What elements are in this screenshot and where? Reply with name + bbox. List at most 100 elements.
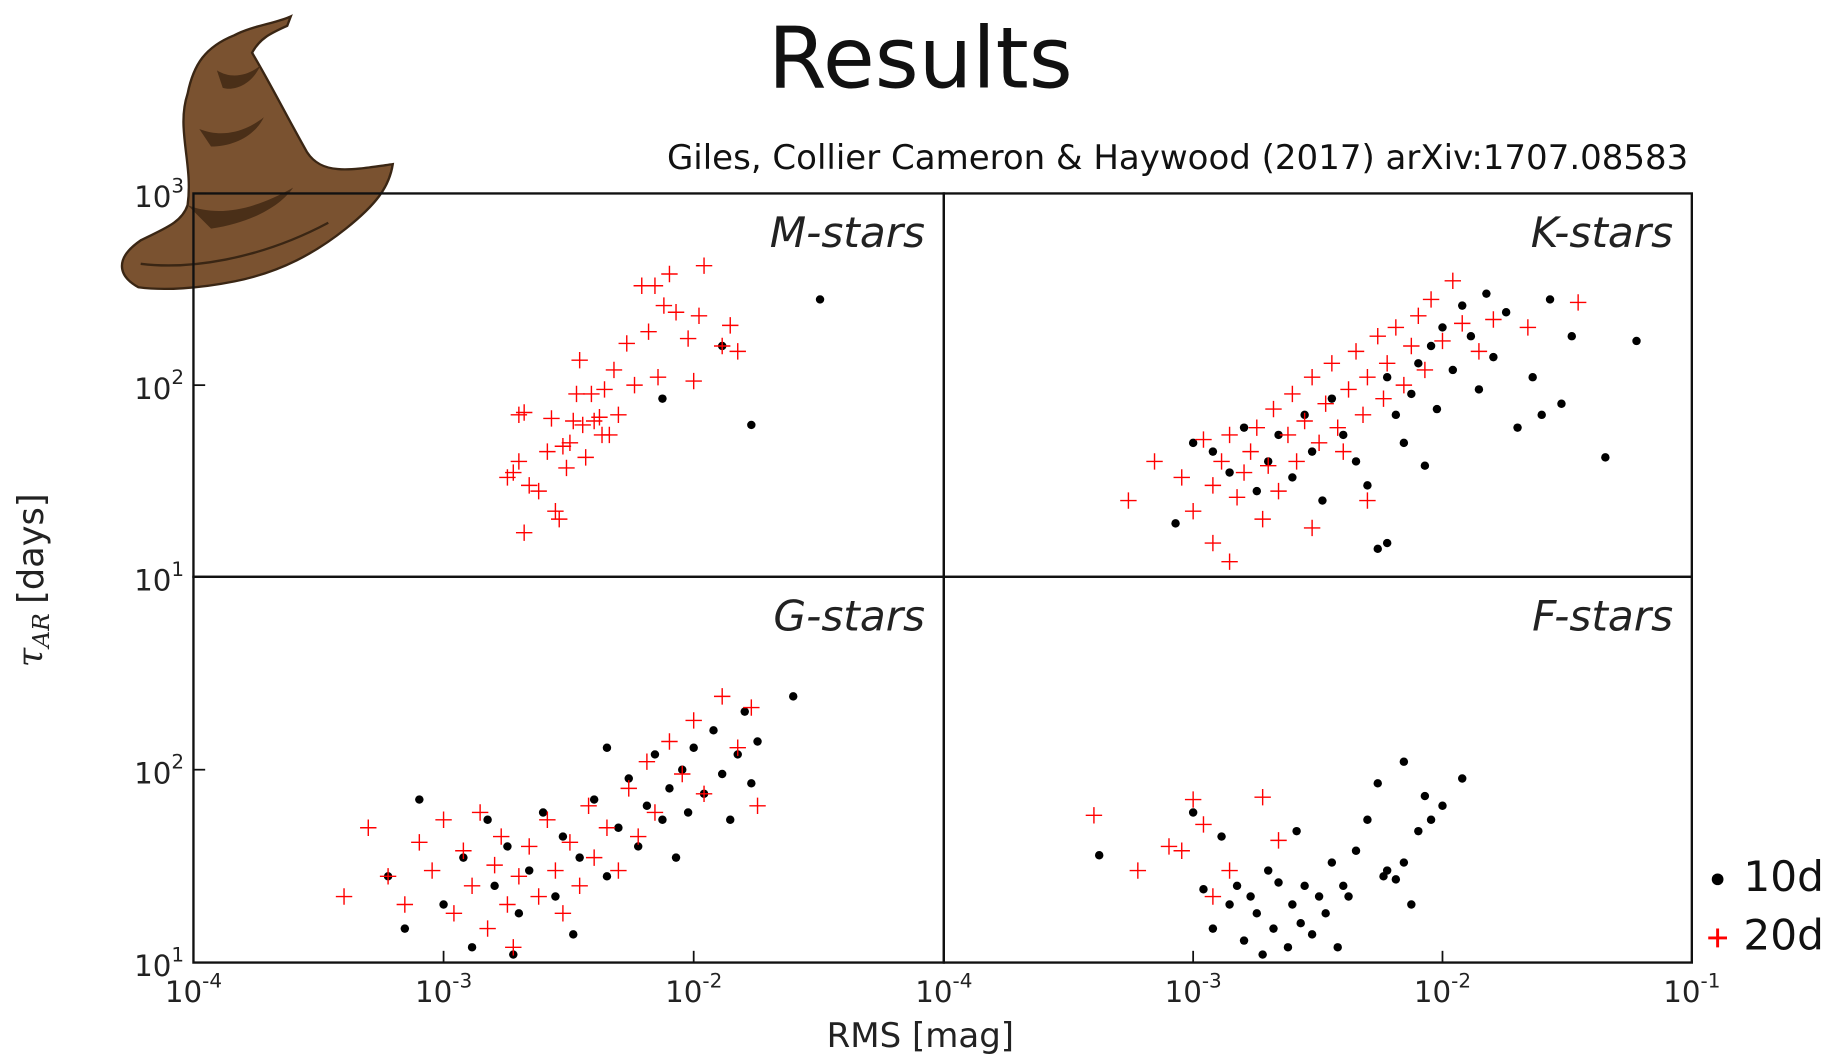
data-point bbox=[598, 819, 616, 836]
data-point bbox=[1454, 315, 1471, 332]
data-point bbox=[583, 385, 600, 403]
data-point bbox=[510, 868, 528, 885]
data-point bbox=[1310, 434, 1328, 452]
data-point bbox=[1470, 343, 1488, 360]
y-tick-label: 101 bbox=[134, 943, 184, 983]
data-point bbox=[515, 524, 533, 541]
data-point bbox=[1307, 447, 1317, 456]
data-point bbox=[1420, 791, 1430, 801]
panel-title: F-stars bbox=[1532, 592, 1673, 641]
data-point bbox=[1426, 341, 1436, 351]
panel-frame bbox=[942, 575, 1693, 964]
data-point bbox=[1363, 815, 1372, 824]
data-point bbox=[1323, 355, 1341, 372]
data-point bbox=[575, 853, 584, 862]
data-point bbox=[658, 815, 667, 824]
data-point bbox=[1444, 272, 1462, 290]
data-point bbox=[610, 406, 627, 424]
data-point bbox=[1248, 419, 1265, 436]
data-point bbox=[1414, 826, 1423, 836]
data-point bbox=[1232, 881, 1242, 891]
data-point bbox=[1204, 888, 1222, 905]
data-point bbox=[1458, 301, 1467, 310]
x-tick-label: 10-4 bbox=[915, 969, 972, 1009]
data-point bbox=[646, 804, 664, 821]
data-point bbox=[740, 707, 749, 716]
x-tick-label: 10-3 bbox=[415, 969, 472, 1009]
data-point bbox=[1242, 443, 1259, 460]
data-point bbox=[695, 785, 713, 802]
data-point bbox=[753, 737, 762, 746]
data-point bbox=[1199, 885, 1208, 894]
data-point bbox=[601, 426, 618, 444]
data-point bbox=[1288, 900, 1297, 909]
data-point bbox=[1246, 892, 1255, 901]
data-point bbox=[1569, 294, 1587, 311]
data-point bbox=[667, 304, 685, 321]
data-point bbox=[490, 881, 499, 891]
data-point bbox=[539, 443, 556, 460]
data-point bbox=[1407, 389, 1416, 399]
data-point bbox=[747, 420, 756, 430]
data-point bbox=[558, 459, 575, 477]
data-point bbox=[435, 811, 452, 828]
data-point bbox=[1414, 359, 1423, 368]
data-point bbox=[713, 688, 731, 705]
data-point bbox=[1173, 469, 1190, 486]
data-point bbox=[1363, 481, 1372, 490]
y-tick-label: 102 bbox=[134, 366, 184, 406]
y-tick-label: 102 bbox=[134, 750, 184, 790]
data-point bbox=[1225, 468, 1234, 477]
data-point bbox=[577, 449, 594, 466]
data-point bbox=[1314, 892, 1324, 901]
data-point bbox=[423, 862, 441, 879]
data-point bbox=[396, 896, 414, 913]
x-tick-label: 10-2 bbox=[665, 969, 722, 1009]
data-point bbox=[503, 842, 512, 851]
data-point bbox=[1146, 453, 1163, 470]
data-point bbox=[1303, 368, 1321, 386]
data-point bbox=[620, 780, 637, 797]
x-tick-label: 10-3 bbox=[1165, 969, 1222, 1009]
data-point bbox=[1288, 453, 1305, 470]
data-point bbox=[554, 905, 572, 922]
data-point bbox=[551, 510, 568, 528]
x-tick-label: 10-4 bbox=[165, 969, 222, 1009]
data-point bbox=[1296, 918, 1305, 928]
data-point bbox=[547, 502, 564, 520]
data-point bbox=[674, 765, 691, 783]
data-point bbox=[655, 297, 673, 314]
data-point bbox=[1474, 385, 1484, 394]
x-axis-label: RMS [mag] bbox=[827, 1016, 1014, 1056]
data-point bbox=[335, 888, 353, 905]
data-point bbox=[743, 699, 760, 716]
data-point bbox=[530, 482, 547, 500]
data-point bbox=[690, 307, 708, 325]
data-point bbox=[1269, 924, 1278, 933]
data-point bbox=[1359, 492, 1376, 509]
data-point bbox=[1221, 862, 1238, 879]
data-point bbox=[524, 866, 534, 875]
data-point bbox=[1270, 832, 1287, 849]
data-point bbox=[1327, 394, 1337, 403]
data-point bbox=[1296, 412, 1313, 430]
data-point bbox=[571, 877, 588, 895]
data-point bbox=[633, 842, 643, 851]
data-point bbox=[642, 801, 652, 810]
data-point bbox=[689, 743, 698, 752]
data-point bbox=[1528, 372, 1537, 382]
data-point bbox=[1359, 368, 1376, 386]
data-point bbox=[1373, 544, 1382, 554]
data-point bbox=[1204, 477, 1222, 494]
data-point bbox=[1208, 447, 1218, 456]
data-point bbox=[685, 372, 702, 390]
y-label-symbol: τ bbox=[10, 647, 51, 667]
data-point bbox=[1545, 295, 1555, 304]
data-point bbox=[1378, 355, 1396, 372]
data-point bbox=[1351, 846, 1361, 855]
data-point bbox=[539, 811, 556, 828]
data-point bbox=[610, 862, 627, 879]
data-point bbox=[455, 842, 472, 859]
